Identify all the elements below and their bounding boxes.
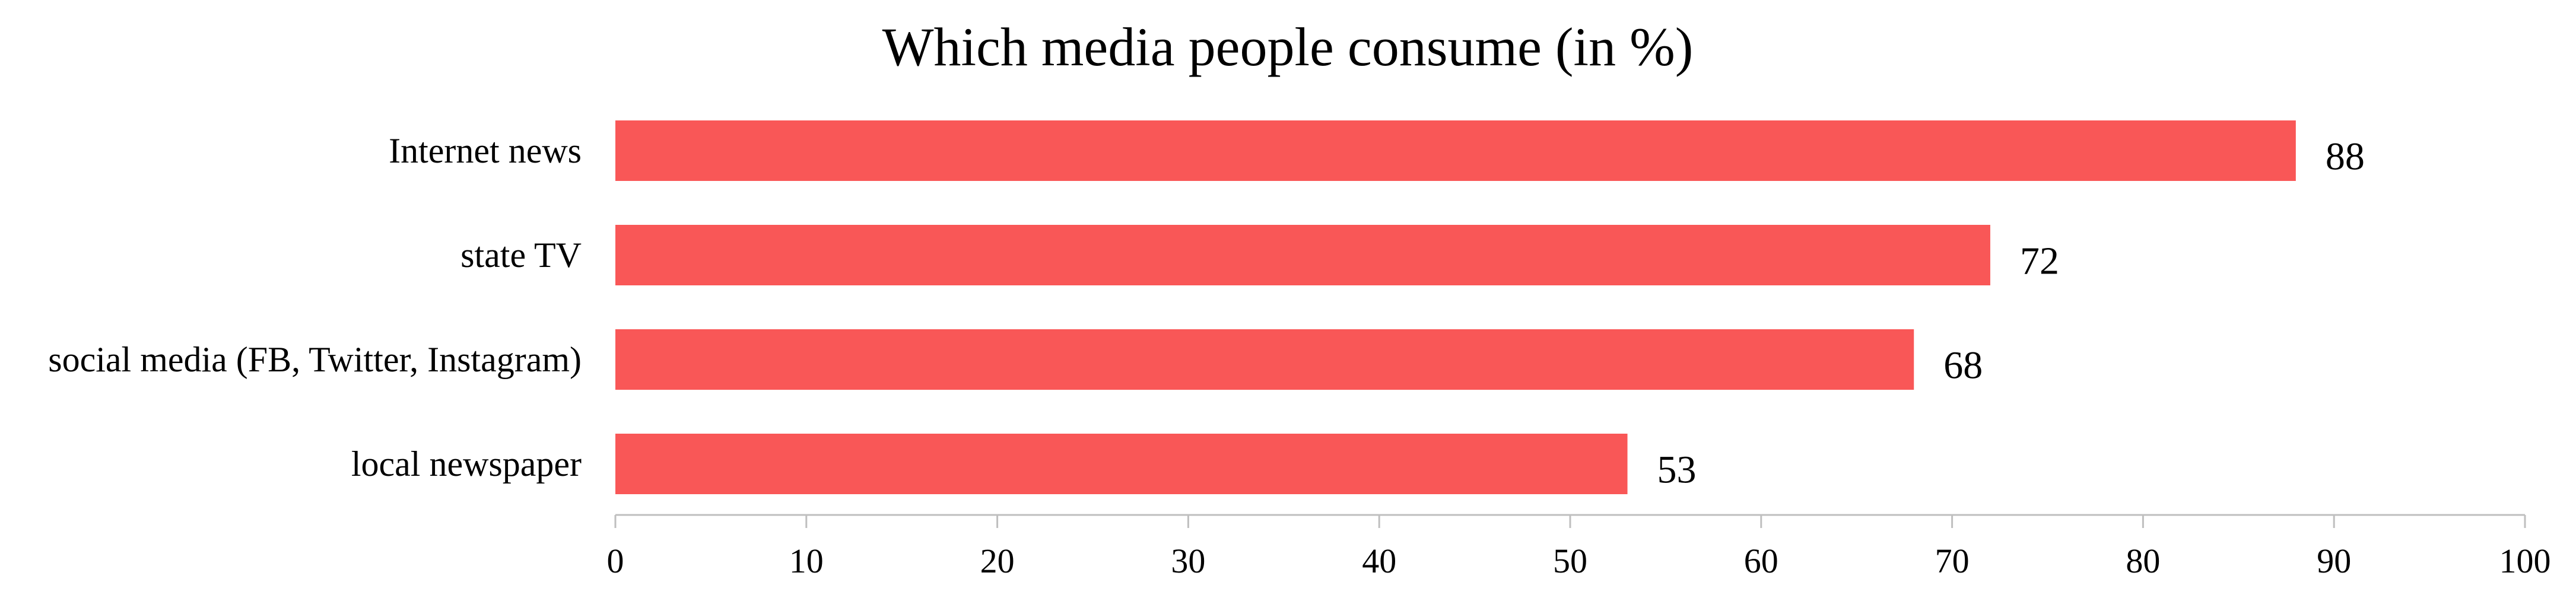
category-label-internet-news: Internet news (389, 131, 582, 170)
x-tick-label-50: 50 (1553, 542, 1587, 580)
bars-layer (615, 120, 2296, 494)
x-axis: 0 10 20 30 40 50 60 70 80 90 100 (607, 514, 2551, 580)
value-label-social-media-fb-twitter-instagram: 68 (1943, 344, 1983, 387)
category-label-state-tv: state TV (460, 236, 582, 275)
x-tick-label-10: 10 (789, 542, 824, 580)
x-tick-label-70: 70 (1935, 542, 1970, 580)
x-tick-label-20: 20 (980, 542, 1015, 580)
value-labels: 88 72 68 53 (1657, 135, 2365, 492)
chart-title: Which media people consume (in %) (882, 17, 1694, 77)
x-tick-label-40: 40 (1362, 542, 1396, 580)
value-label-local-newspaper: 53 (1657, 448, 1697, 492)
value-label-state-tv: 72 (2020, 240, 2059, 283)
value-label-internet-news: 88 (2326, 135, 2365, 179)
x-tick-label-30: 30 (1171, 542, 1205, 580)
x-tick-label-80: 80 (2126, 542, 2160, 580)
bar-local-newspaper (615, 434, 1628, 494)
x-tick-label-100: 100 (2499, 542, 2551, 580)
category-labels: Internet news state TV social media (FB, T… (48, 131, 582, 484)
category-label-social-media-fb-twitter-instagram: social media (FB, Twitter, Instagram) (48, 340, 582, 379)
bar-state-tv (615, 225, 1990, 285)
bar-internet-news (615, 120, 2296, 181)
category-label-local-newspaper: local newspaper (351, 444, 582, 484)
x-tick-label-90: 90 (2317, 542, 2351, 580)
x-tick-label-0: 0 (607, 542, 624, 580)
bar-social-media-fb-twitter-instagram (615, 329, 1914, 390)
x-tick-label-60: 60 (1744, 542, 1778, 580)
